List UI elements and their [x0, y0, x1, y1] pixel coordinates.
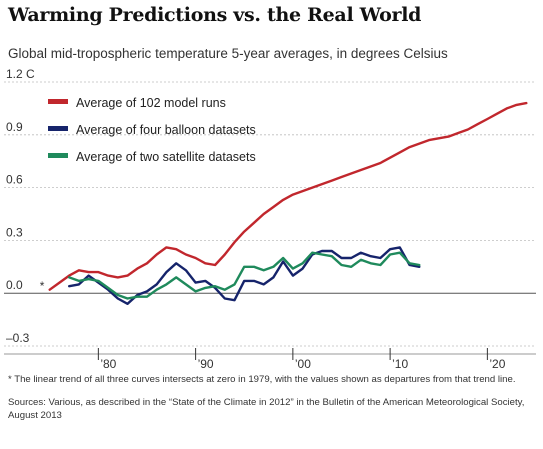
- x-tick-label: ’20: [489, 357, 505, 371]
- y-tick-label: 1.2 C: [6, 67, 35, 81]
- legend-label: Average of four balloon datasets: [76, 123, 256, 137]
- legend-swatch: [48, 99, 68, 104]
- legend-swatch: [48, 126, 68, 131]
- x-tick-label: ’80: [100, 357, 116, 371]
- series-layer: [48, 101, 528, 305]
- chart-svg: 1.2 C 0.9 0.6 0.3 0.0 –0.3 ’80 ’90 ’00 ’10 ’20 Ave…: [4, 67, 536, 371]
- chart-title: Warming Predictions vs. the Real World: [8, 4, 422, 26]
- legend-swatch: [48, 153, 68, 158]
- axis-layer: 1.2 C 0.9 0.6 0.3 0.0 –0.3 ’80 ’90 ’00 ’10 ’20: [4, 67, 536, 371]
- grid-layer: [4, 81, 536, 347]
- series-line-1: [48, 101, 528, 291]
- y-tick-label: 0.9: [6, 120, 23, 134]
- x-tick-label: ’00: [295, 357, 311, 371]
- sources-note: Sources: Various, as described in the “S…: [8, 397, 525, 421]
- series-line-3: [67, 251, 421, 300]
- y-tick-label: 0.3: [6, 225, 23, 239]
- y-tick-label: 0.6: [6, 173, 23, 187]
- legend-label: Average of two satellite datasets: [76, 150, 256, 164]
- asterisk-marker: *: [40, 279, 45, 293]
- y-tick-label: 0.0: [6, 278, 23, 292]
- footnote: * The linear trend of all three curves i…: [8, 374, 516, 385]
- x-tick-label: ’10: [392, 357, 408, 371]
- x-tick-label: ’90: [198, 357, 214, 371]
- legend-label: Average of 102 model runs: [76, 96, 226, 110]
- series-line-2: [67, 246, 421, 305]
- chart-subtitle: Global mid-tropospheric temperature 5-ye…: [8, 46, 448, 61]
- annotation-layer: *: [40, 279, 45, 293]
- legend: Average of 102 model runs Average of four…: [48, 96, 256, 164]
- y-tick-label: –0.3: [6, 331, 30, 345]
